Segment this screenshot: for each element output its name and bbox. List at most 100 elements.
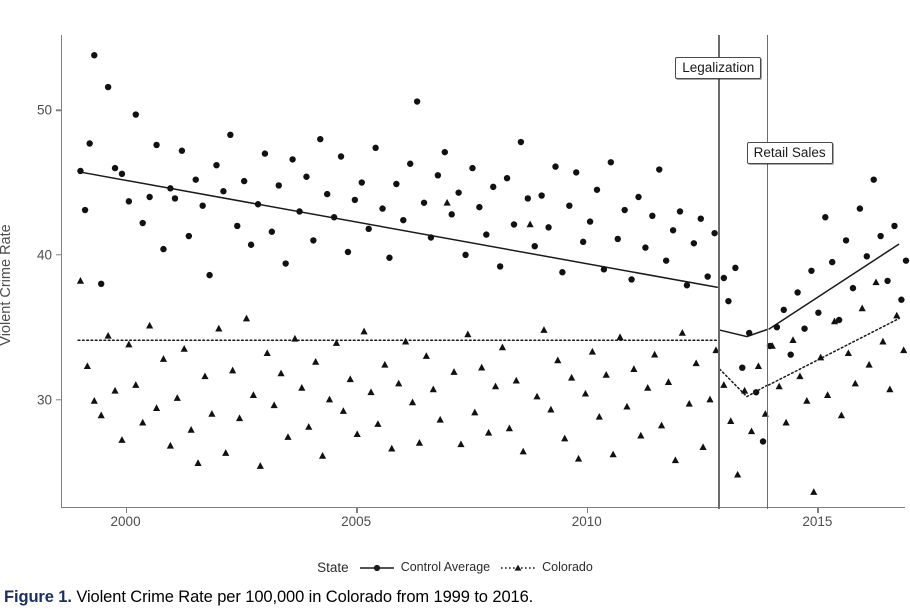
x-tick-mark [817, 508, 819, 513]
x-tick-mark [125, 508, 127, 513]
data-point-circle [704, 273, 711, 280]
data-point-circle [662, 257, 670, 264]
data-point-circle [139, 219, 146, 227]
data-point-circle [358, 179, 365, 186]
legend-label-control-average: Control Average [400, 560, 491, 574]
data-point-triangle [886, 385, 894, 393]
caption-text: Violent Crime Rate per 100,000 in Colora… [76, 588, 534, 606]
legend-label-colorado: Colorado [542, 560, 593, 574]
data-point-triangle [498, 343, 507, 351]
data-point-triangle [215, 324, 223, 332]
data-point-triangle [678, 329, 686, 336]
data-point-triangle [277, 369, 285, 377]
data-point-triangle [609, 450, 617, 458]
x-tick-mark [586, 508, 589, 513]
data-point-circle [247, 241, 255, 248]
data-point-triangle [208, 410, 216, 417]
data-point-circle [118, 170, 126, 178]
data-point-triangle [865, 360, 873, 368]
data-point-circle [125, 198, 133, 205]
data-point-circle [566, 202, 573, 209]
trend-line-control [719, 328, 768, 338]
data-point-circle [759, 438, 767, 445]
data-point-triangle [554, 356, 562, 364]
data-point-circle [303, 173, 310, 180]
data-point-circle [877, 232, 884, 240]
data-point-circle [86, 140, 93, 147]
plot-panel [61, 35, 910, 508]
data-point-circle [669, 227, 677, 234]
data-point-triangle [664, 378, 673, 385]
figure-caption: Figure 1. Violent Crime Rate per 100,000… [4, 588, 904, 607]
data-point-circle [462, 251, 469, 259]
data-point-circle [220, 188, 227, 195]
data-point-circle [469, 164, 476, 172]
data-point-triangle [879, 337, 887, 345]
data-point-circle [720, 274, 728, 282]
data-point-circle [104, 83, 112, 91]
data-point-triangle [367, 388, 375, 396]
data-point-triangle [256, 462, 264, 469]
data-point-circle [407, 160, 414, 167]
data-point-circle [400, 216, 407, 224]
y-tick-label: 50 [36, 102, 52, 118]
y-tick-mark [56, 109, 61, 111]
data-point-triangle [97, 411, 105, 419]
data-point-circle [98, 280, 105, 287]
data-point-triangle [616, 333, 624, 341]
data-point-circle [351, 196, 359, 204]
data-point-circle [483, 231, 490, 238]
legend-entry-colorado: Colorado [501, 560, 593, 574]
data-point-triangle [395, 379, 403, 387]
data-point-circle [849, 284, 857, 292]
data-point-circle [531, 242, 538, 250]
data-point-circle [268, 228, 276, 235]
data-point-circle [496, 263, 504, 270]
data-point-circle [310, 237, 317, 244]
data-point-triangle [512, 376, 520, 384]
y-tick-label: 30 [36, 392, 52, 407]
data-point-triangle [699, 443, 707, 451]
data-point-triangle [651, 350, 659, 358]
data-point-circle [794, 289, 801, 296]
trend-line-control [768, 243, 900, 330]
data-point-triangle [125, 340, 133, 348]
data-point-triangle [471, 408, 479, 416]
data-point-triangle [443, 198, 451, 206]
data-point-circle [344, 248, 352, 256]
data-point-circle [275, 182, 282, 189]
data-point-circle [649, 212, 656, 220]
annotation-line-legalization [718, 35, 720, 509]
data-point-triangle [644, 384, 652, 391]
data-point-circle [614, 235, 621, 243]
data-point-triangle [900, 346, 908, 354]
data-point-triangle [388, 444, 396, 452]
data-point-circle [822, 214, 829, 221]
data-point-circle [337, 153, 345, 160]
data-point-triangle [291, 334, 299, 342]
data-point-circle [441, 148, 448, 156]
trend-line-colorado [767, 317, 900, 386]
x-tick-mark [356, 508, 358, 513]
data-point-circle [296, 208, 303, 215]
data-point-triangle [574, 454, 583, 462]
data-point-triangle [187, 425, 195, 433]
data-point-triangle [249, 391, 257, 398]
data-point-triangle [235, 414, 244, 422]
caption-figure-number: Figure 1. [4, 588, 72, 606]
data-point-triangle [526, 220, 534, 228]
trend-line-colorado [718, 368, 769, 398]
data-point-circle [808, 267, 815, 274]
data-point-triangle [242, 314, 251, 322]
data-point-circle [628, 276, 635, 283]
data-point-circle [160, 245, 167, 253]
y-tick-mark [56, 254, 61, 256]
data-point-triangle [893, 311, 901, 319]
data-point-triangle [727, 417, 735, 425]
data-point-circle [476, 203, 483, 211]
data-point-circle [635, 193, 642, 201]
x-tick-label: 2005 [341, 514, 372, 529]
annotation-label-retail-sales: Retail Sales [746, 142, 833, 164]
data-point-circle [600, 266, 608, 273]
